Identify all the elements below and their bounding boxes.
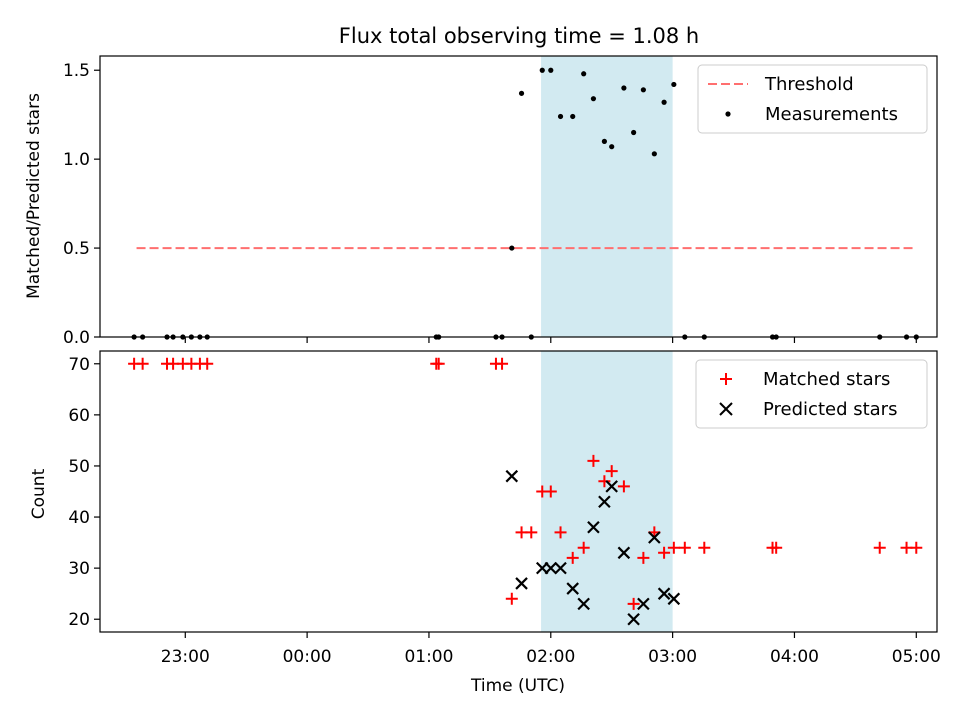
measurement-point: [640, 87, 646, 93]
measurement-point: [518, 90, 525, 96]
matched-star-marker: [678, 541, 691, 554]
count-x-tick-label: 02:00: [526, 647, 575, 667]
ratio-y-tick-label: 1.0: [63, 150, 90, 170]
matched-star-marker: [201, 357, 214, 370]
ratio-y-tick-label: 0.0: [63, 328, 90, 348]
matched-star-marker: [496, 357, 509, 370]
matched-star-marker: [136, 357, 149, 370]
matched-star-marker: [598, 475, 611, 488]
predicted-star-marker: [637, 597, 650, 611]
count-y-ticks: 20 30 40 50 60 70: [68, 355, 100, 630]
count-y-tick-label: 60: [68, 406, 90, 426]
ratio-y-tick-label: 0.5: [63, 239, 90, 259]
ratio-y-ticks: 0.0 0.5 1.0 1.5: [63, 61, 100, 348]
legend-matched-label: Matched stars: [763, 369, 890, 390]
observing-window-span: [541, 56, 673, 337]
count-x-tick-label: 23:00: [161, 647, 210, 667]
predicted-star-marker: [657, 587, 671, 600]
measurement-point: [671, 81, 677, 88]
matched-star-marker: [637, 551, 650, 564]
legend-predicted-label: Predicted stars: [763, 399, 897, 420]
count-x-ticks: 23:00 00:00 01:00 02:00 03:00 04:00 05:00: [161, 632, 941, 667]
legend-measurements-label: Measurements: [765, 104, 898, 125]
measurement-point: [509, 245, 515, 251]
matched-star-marker: [667, 541, 680, 554]
ratio-panel: 0.0 0.5 1.0 1.5 Matched/Predicted stars Thr…: [24, 55, 938, 348]
measurement-point: [557, 113, 564, 120]
predicted-star-marker: [605, 480, 618, 493]
predicted-star-marker: [577, 597, 590, 611]
count-x-tick-label: 01:00: [404, 647, 453, 667]
legend-predicted-swatch: [719, 402, 733, 416]
measurement-point: [539, 67, 545, 73]
ratio-legend: Threshold Measurements: [697, 64, 928, 134]
count-x-tick-label: 00:00: [283, 647, 332, 667]
predicted-star-marker: [627, 612, 640, 626]
legend-measurements-swatch: [725, 111, 731, 117]
measurement-point: [601, 138, 607, 144]
measurement-point: [581, 71, 587, 77]
chart-title: Flux total observing time = 1.08 h: [339, 24, 699, 48]
count-panel-frame: [99, 350, 938, 633]
matched-stars-points: [128, 357, 923, 610]
matched-star-marker: [698, 541, 711, 554]
matched-star-marker: [432, 357, 445, 370]
predicted-star-marker: [566, 582, 579, 595]
matched-star-marker: [525, 526, 538, 539]
count-legend: Matched stars Predicted stars: [695, 359, 928, 429]
count-y-label: Count: [29, 468, 49, 519]
count-x-tick-label: 03:00: [648, 647, 697, 667]
measurement-point: [631, 129, 637, 136]
measurement-point: [651, 151, 657, 157]
predicted-star-marker: [554, 561, 567, 575]
count-y-tick-label: 50: [68, 457, 90, 477]
matched-star-marker: [544, 485, 557, 498]
predicted-stars-points: [505, 469, 681, 626]
count-legend-box: [695, 359, 928, 429]
matched-star-marker: [587, 454, 600, 467]
count-y-tick-label: 70: [68, 355, 90, 375]
matched-star-marker: [873, 541, 886, 554]
ratio-panel-frame: [99, 55, 938, 338]
matched-star-marker: [505, 592, 518, 605]
count-y-tick-label: 20: [68, 610, 90, 630]
ratio-legend-box: [697, 64, 928, 134]
count-x-tick-label: 04:00: [770, 647, 819, 667]
ratio-y-label: Matched/Predicted stars: [24, 93, 44, 299]
matched-star-marker: [627, 597, 640, 610]
ratio-y-tick-label: 1.5: [63, 61, 90, 81]
measurement-point: [609, 144, 615, 150]
matched-star-marker: [617, 480, 630, 493]
matched-star-marker: [566, 551, 579, 564]
predicted-star-marker: [667, 592, 681, 606]
predicted-star-marker: [598, 495, 611, 508]
predicted-star-marker: [587, 520, 600, 534]
predicted-star-marker: [515, 577, 528, 590]
legend-threshold-label: Threshold: [764, 74, 854, 95]
measurement-point: [661, 99, 667, 105]
matched-star-marker: [605, 465, 618, 478]
x-axis-label: Time (UTC): [470, 676, 565, 696]
matched-star-marker: [554, 526, 567, 539]
measurement-point: [570, 113, 576, 120]
matched-star-marker: [577, 541, 590, 554]
measurement-point: [590, 96, 597, 102]
count-x-tick-label: 05:00: [892, 647, 941, 667]
predicted-star-marker: [617, 546, 631, 560]
predicted-star-marker: [505, 469, 519, 483]
count-y-tick-label: 30: [68, 559, 90, 579]
matched-star-marker: [658, 546, 671, 559]
predicted-star-marker: [544, 561, 558, 575]
matched-star-marker: [770, 541, 783, 554]
count-panel: 20 30 40 50 60 70 23:00 00:00 01:00 02:00 03:00 04…: [29, 350, 941, 696]
measurement-point: [548, 67, 554, 73]
predicted-star-marker: [648, 531, 661, 544]
legend-matched-swatch: [720, 373, 732, 385]
measurement-point: [621, 85, 627, 91]
count-y-tick-label: 40: [68, 508, 90, 528]
matched-star-marker: [910, 541, 923, 554]
